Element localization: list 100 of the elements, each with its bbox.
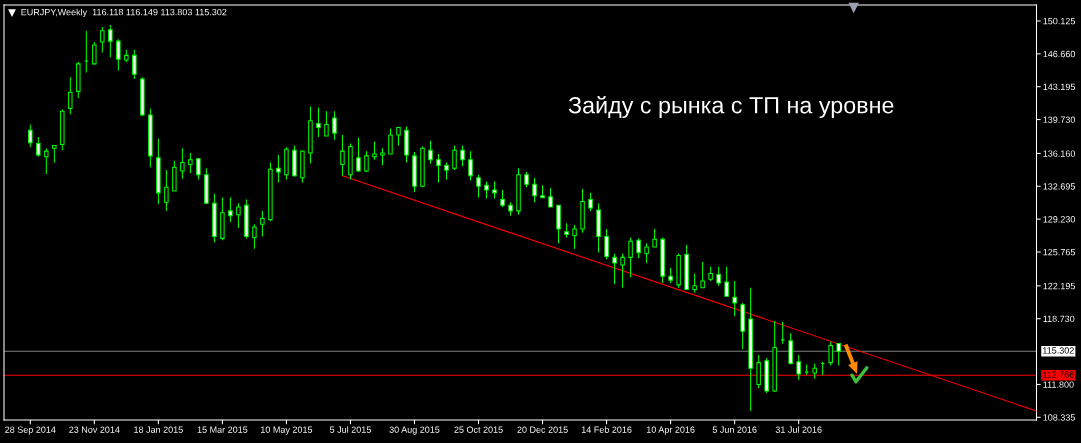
candlestick bbox=[532, 177, 537, 203]
candlestick bbox=[788, 332, 793, 366]
candlestick bbox=[60, 108, 65, 151]
candlestick bbox=[732, 280, 737, 317]
y-tick-label: 129.230 bbox=[1043, 216, 1076, 223]
candlestick bbox=[332, 110, 337, 141]
candlestick bbox=[524, 171, 529, 188]
candlestick bbox=[340, 134, 345, 177]
candlestick bbox=[476, 174, 481, 199]
candlestick bbox=[828, 341, 833, 366]
candlestick bbox=[380, 147, 385, 166]
candlestick bbox=[132, 49, 137, 80]
candlestick bbox=[308, 106, 313, 164]
candlestick bbox=[644, 242, 649, 264]
candlestick bbox=[204, 167, 209, 204]
candlestick bbox=[116, 38, 121, 72]
candlestick bbox=[356, 137, 361, 173]
candlestick bbox=[724, 266, 729, 297]
candlestick bbox=[580, 188, 585, 234]
candlestick bbox=[468, 150, 473, 182]
y-tick-label: 111.800 bbox=[1043, 381, 1074, 388]
candlestick bbox=[636, 237, 641, 259]
x-tick-label: 5 Jul 2015 bbox=[329, 426, 371, 433]
candlestick bbox=[820, 361, 825, 376]
candlestick bbox=[52, 144, 57, 164]
candlestick bbox=[372, 141, 377, 161]
x-tick-label: 5 Jun 2016 bbox=[712, 426, 757, 433]
candlestick bbox=[28, 124, 33, 148]
candlestick bbox=[668, 267, 673, 284]
y-tick-label: 118.730 bbox=[1043, 315, 1075, 323]
candlestick bbox=[324, 110, 329, 137]
candlestick bbox=[420, 145, 425, 188]
candlestick bbox=[692, 272, 697, 293]
candlestick bbox=[772, 320, 777, 393]
candlestick bbox=[508, 201, 513, 217]
y-tick-label: 108.335 bbox=[1043, 414, 1075, 421]
x-tick-label: 10 May 2015 bbox=[261, 426, 313, 435]
candlestick bbox=[740, 302, 745, 350]
candlestick bbox=[388, 127, 393, 155]
candlestick bbox=[564, 222, 569, 238]
x-tick-label: 10 Apr 2016 bbox=[646, 426, 695, 435]
candlestick bbox=[660, 236, 665, 284]
candlestick bbox=[748, 287, 753, 412]
candlestick bbox=[228, 197, 233, 223]
candlestick bbox=[780, 321, 785, 345]
candlestick bbox=[164, 169, 169, 212]
x-tick-label: 18 Jan 2015 bbox=[134, 426, 183, 433]
candlestick bbox=[284, 146, 289, 181]
x-tick-label: 30 Aug 2015 bbox=[389, 426, 440, 435]
candlestick bbox=[428, 140, 433, 164]
x-tick-label: 28 Sep 2014 bbox=[5, 426, 56, 435]
candlestick bbox=[484, 180, 489, 200]
candlestick bbox=[548, 187, 553, 208]
candlestick bbox=[836, 342, 841, 366]
candlestick bbox=[148, 107, 153, 168]
candlestick bbox=[516, 167, 521, 216]
candlestick bbox=[236, 202, 241, 229]
y-tick-label: 139.730 bbox=[1043, 116, 1076, 123]
candlestick bbox=[252, 223, 257, 250]
candlestick bbox=[716, 266, 721, 287]
x-tick-label: 31 Jul 2016 bbox=[775, 426, 822, 433]
candlestick bbox=[44, 147, 49, 175]
chart-title: EURJPY,Weekly 116.118 116.149 113.803 115.302 bbox=[21, 8, 227, 18]
y-tick-label: 150.125 bbox=[1043, 17, 1075, 25]
candlestick bbox=[396, 126, 401, 146]
candlestick bbox=[596, 202, 601, 254]
candlestick bbox=[540, 184, 545, 199]
candlestick bbox=[244, 198, 249, 239]
x-tick-label: 25 Oct 2015 bbox=[454, 426, 503, 433]
candlestick bbox=[612, 253, 617, 285]
candlestick bbox=[68, 76, 73, 115]
candlestick bbox=[300, 150, 305, 183]
candlestick bbox=[412, 151, 417, 193]
candlestick bbox=[172, 160, 177, 192]
candlestick bbox=[100, 26, 105, 54]
candlestick bbox=[180, 147, 185, 180]
candlestick bbox=[404, 125, 409, 164]
candlestick bbox=[36, 136, 41, 158]
y-tick-label: 143.195 bbox=[1043, 83, 1075, 91]
candlestick bbox=[316, 107, 321, 138]
candlestick bbox=[140, 76, 145, 117]
candlestick bbox=[124, 49, 129, 63]
candlestick bbox=[348, 143, 353, 181]
candlestick bbox=[268, 162, 273, 222]
candlestick bbox=[572, 224, 577, 250]
candlestick bbox=[796, 354, 801, 381]
x-tick-label: 15 Mar 2015 bbox=[197, 426, 248, 433]
candlestick bbox=[676, 253, 681, 289]
candlestick bbox=[684, 244, 689, 291]
candlestick bbox=[628, 236, 633, 278]
candlestick bbox=[76, 61, 81, 99]
candlestick bbox=[460, 144, 465, 167]
candlestick bbox=[220, 197, 225, 241]
candlestick bbox=[292, 144, 297, 178]
x-tick-label: 14 Feb 2016 bbox=[581, 426, 632, 433]
y-tick-label: 136.160 bbox=[1043, 150, 1076, 157]
candlestick bbox=[588, 192, 593, 212]
candlestick bbox=[156, 138, 161, 205]
x-tick-label: 20 Dec 2015 bbox=[517, 426, 568, 433]
candlestick bbox=[84, 30, 89, 73]
